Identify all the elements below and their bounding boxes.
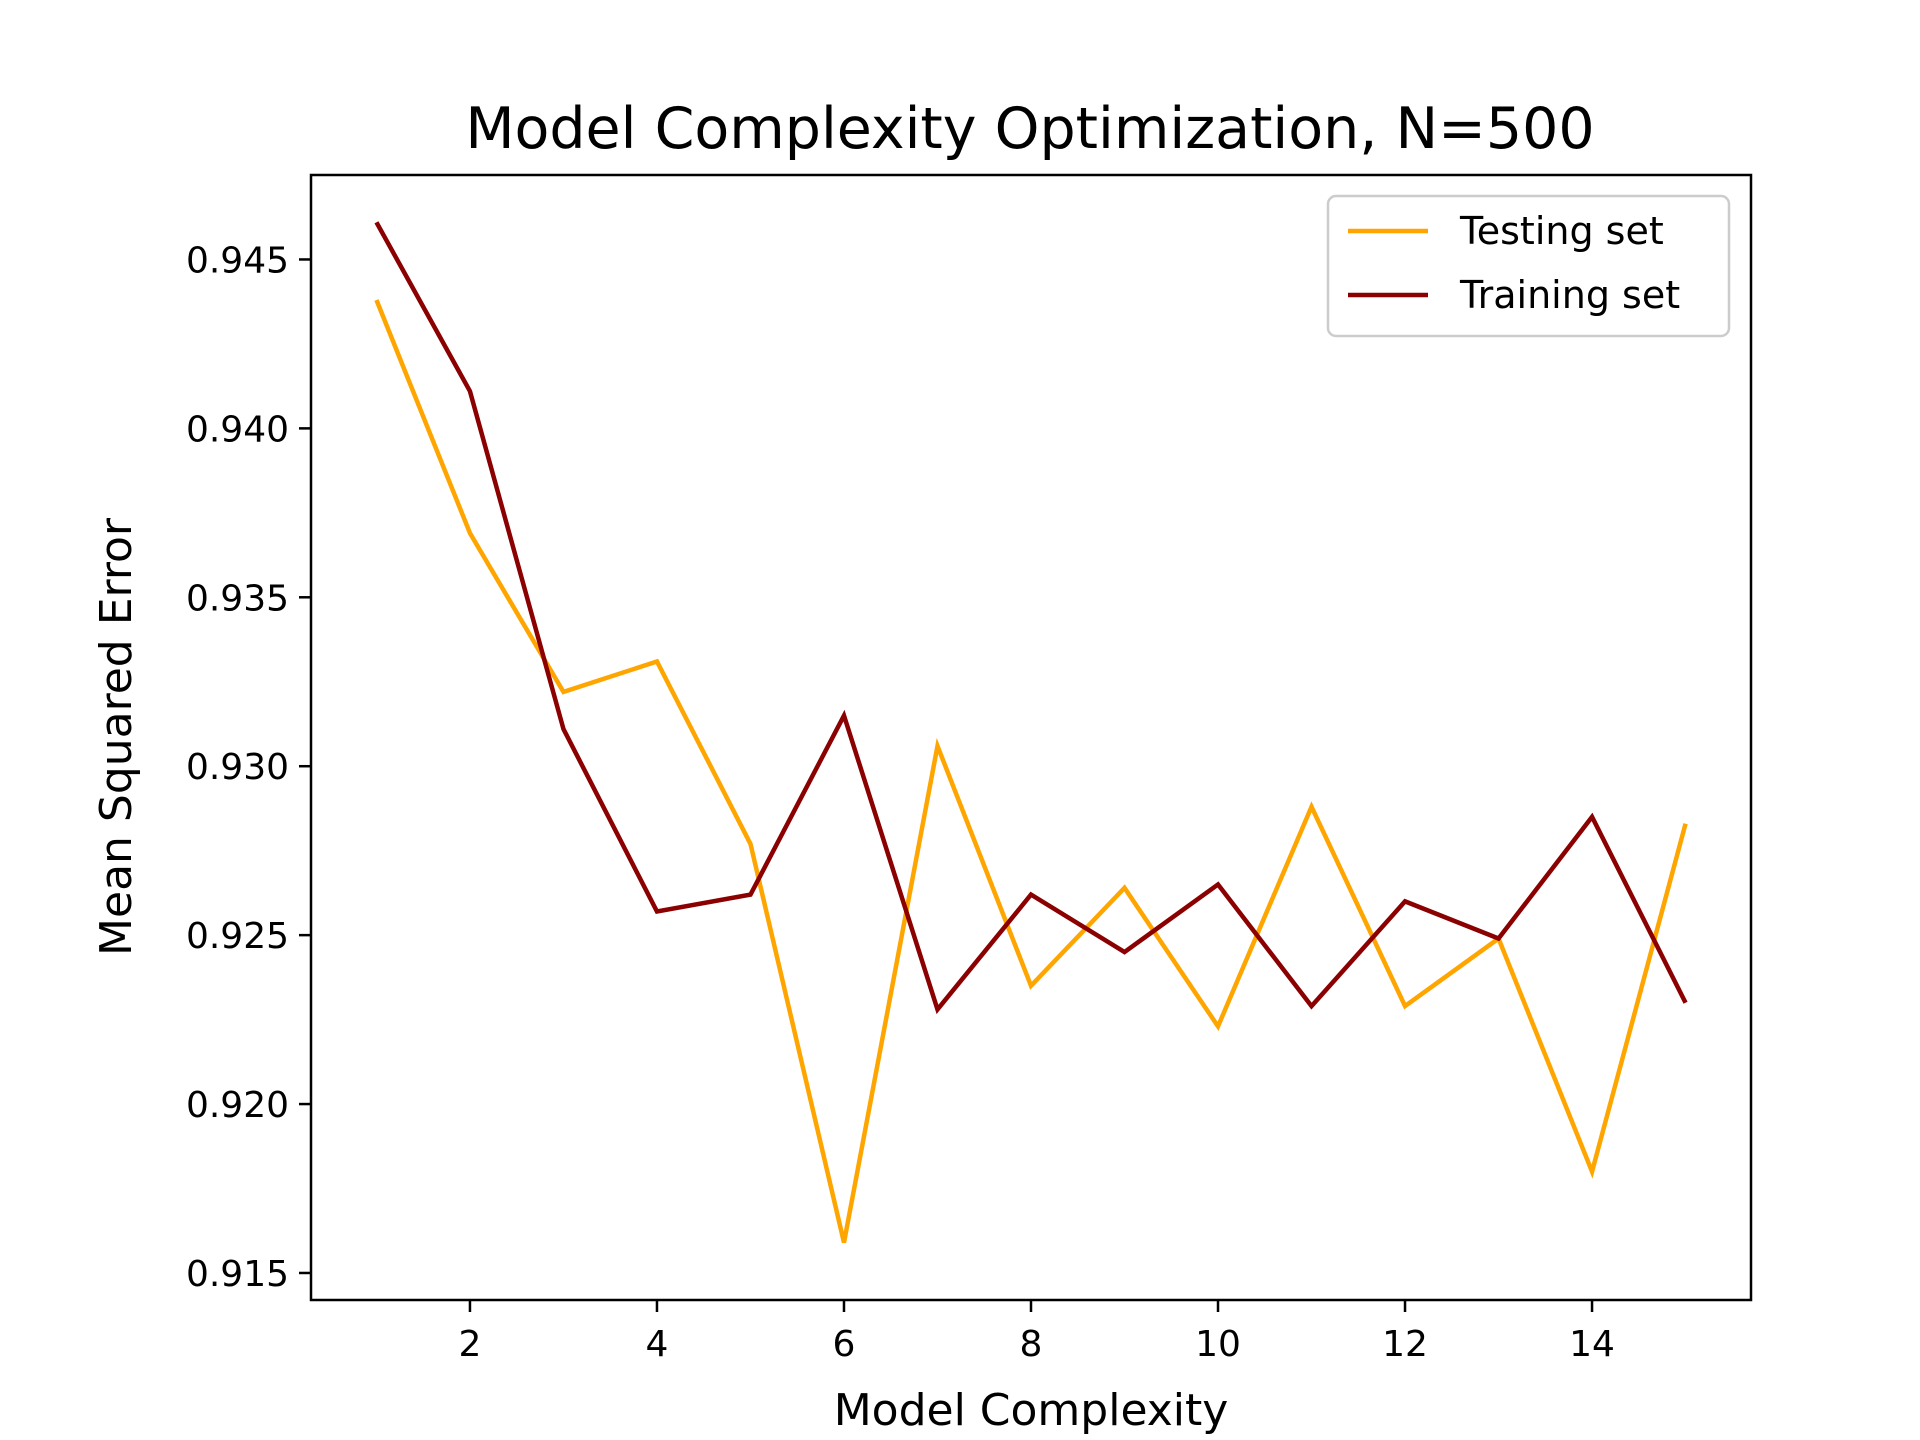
y-tick-label: 0.925	[186, 916, 289, 957]
y-axis: 0.915 0.920 0.925 0.930 0.935 0.940 0.945	[186, 240, 311, 1295]
x-tick-label: 2	[459, 1324, 482, 1365]
series-line-testing-set	[374, 299, 1688, 1244]
x-axis-label: Model Complexity	[834, 1385, 1229, 1436]
y-tick-label: 0.935	[186, 578, 289, 619]
legend-label-testing-set: Testing set	[1459, 209, 1664, 253]
y-tick-label: 0.945	[186, 240, 289, 281]
y-tick-label: 0.930	[186, 747, 289, 788]
y-tick-label: 0.940	[186, 409, 289, 450]
x-axis: 2 4 6 8 10 12 14	[459, 1300, 1615, 1365]
plot-area	[374, 221, 1688, 1244]
x-tick-label: 12	[1382, 1324, 1428, 1365]
x-tick-label: 6	[833, 1324, 856, 1365]
x-tick-label: 14	[1569, 1324, 1615, 1365]
x-tick-label: 4	[646, 1324, 669, 1365]
y-tick-label: 0.920	[186, 1085, 289, 1126]
y-tick-label: 0.915	[186, 1254, 289, 1295]
legend: Testing set Training set	[1326, 194, 1731, 338]
series-line-training-set	[374, 221, 1688, 1015]
y-axis-label: Mean Squared Error	[91, 517, 142, 956]
plot-frame	[309, 173, 1753, 1302]
legend-label-training-set: Training set	[1459, 273, 1680, 317]
x-tick-label: 10	[1195, 1324, 1241, 1365]
x-tick-label: 8	[1020, 1324, 1043, 1365]
chart-title: Model Complexity Optimization, N=500	[465, 96, 1594, 162]
legend-box	[1326, 194, 1731, 338]
